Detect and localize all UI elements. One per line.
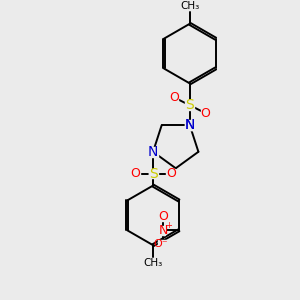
Bar	[169, 93, 178, 102]
Text: S: S	[149, 167, 158, 181]
Text: N: N	[184, 118, 195, 132]
Text: S: S	[185, 98, 194, 112]
Bar	[157, 226, 165, 235]
Text: CH₃: CH₃	[180, 1, 200, 11]
Bar	[185, 101, 194, 110]
Bar	[131, 169, 140, 178]
Bar	[186, 2, 193, 9]
Bar	[201, 109, 210, 118]
Text: N: N	[184, 118, 195, 132]
Bar	[167, 169, 176, 178]
Bar	[185, 120, 195, 130]
Text: O⁻: O⁻	[154, 239, 168, 249]
Text: N: N	[158, 224, 168, 237]
Text: +: +	[166, 221, 172, 230]
Bar	[158, 212, 167, 221]
Bar	[148, 169, 158, 178]
Bar	[147, 259, 159, 268]
Text: O: O	[158, 210, 168, 223]
Bar	[148, 147, 158, 157]
Text: O: O	[169, 91, 179, 104]
Bar	[185, 121, 194, 130]
Text: O: O	[201, 107, 211, 120]
Bar	[158, 240, 168, 249]
Text: CH₃: CH₃	[143, 258, 163, 268]
Text: N: N	[148, 145, 158, 159]
Text: O: O	[166, 167, 176, 180]
Text: O: O	[130, 167, 140, 180]
